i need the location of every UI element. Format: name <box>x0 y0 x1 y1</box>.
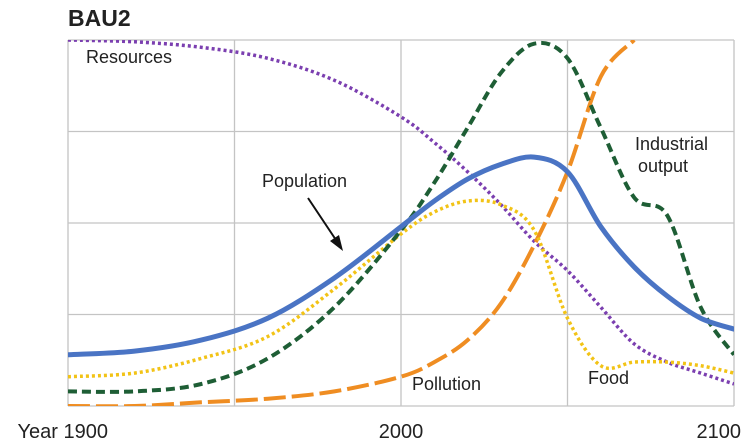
label-output: output <box>638 156 688 176</box>
label-population: Population <box>262 171 347 191</box>
chart-title: BAU2 <box>68 5 131 31</box>
label-industrial: Industrial <box>635 134 708 154</box>
x-tick-label: 2000 <box>379 421 424 443</box>
series-layer <box>68 40 734 406</box>
population-pointer-arrow <box>307 197 337 241</box>
x-tick-labels: Year 1900 2000 2100 <box>18 421 741 443</box>
label-resources: Resources <box>86 47 172 67</box>
series-line-industrial-output <box>68 40 734 394</box>
series-line-population <box>68 154 734 358</box>
series-line-pollution <box>68 40 636 406</box>
x-tick-label: 2100 <box>697 421 742 443</box>
label-pollution: Pollution <box>412 374 481 394</box>
population-pointer-arrowhead <box>330 235 343 251</box>
grid <box>67 39 735 407</box>
x-tick-label: Year 1900 <box>18 421 108 443</box>
label-food: Food <box>588 368 629 388</box>
